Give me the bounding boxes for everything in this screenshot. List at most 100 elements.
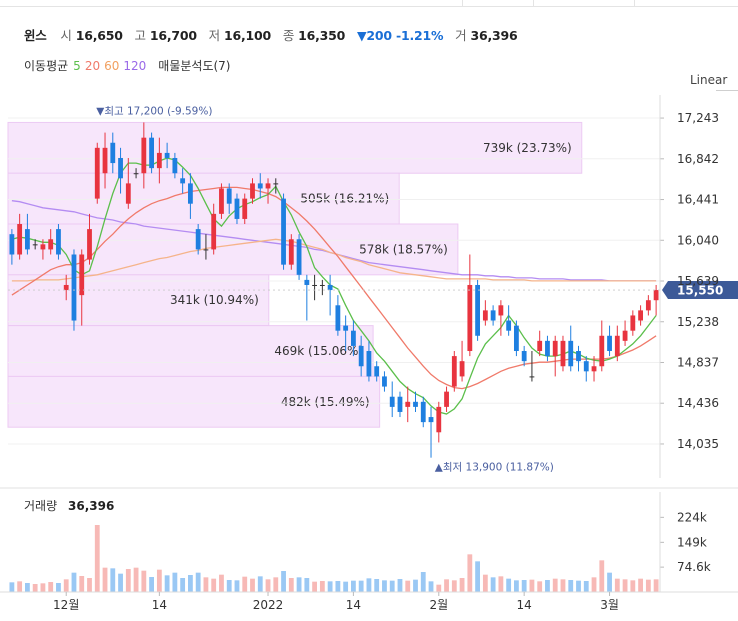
candle-body xyxy=(630,315,636,331)
candle-body xyxy=(304,279,310,285)
volume-bar xyxy=(560,579,566,592)
volume-bar xyxy=(521,580,527,592)
volume-bar xyxy=(273,577,279,592)
candle-body xyxy=(521,351,527,362)
candle xyxy=(498,300,504,336)
volume-bar xyxy=(420,572,426,592)
candle xyxy=(560,335,566,372)
volume-bar xyxy=(599,560,605,592)
candle xyxy=(451,351,457,392)
candle-body xyxy=(79,254,85,296)
price-tick-label: 16,842 xyxy=(677,152,719,166)
volume-profile-toggle[interactable]: 매물분석도(7) xyxy=(158,59,231,73)
volume-bar xyxy=(312,581,318,592)
scale-divider xyxy=(716,90,738,91)
ma20-legend[interactable]: 20 xyxy=(84,59,101,73)
candle-body xyxy=(583,361,589,372)
volume-bar xyxy=(614,578,620,592)
volume-tick-label: 224k xyxy=(677,510,707,524)
scale-mode-toggle[interactable]: Linear xyxy=(690,73,728,87)
candle xyxy=(475,279,481,341)
candle-body xyxy=(17,224,23,255)
candle-body xyxy=(513,325,519,352)
candle xyxy=(545,335,550,362)
ma60-legend[interactable]: 60 xyxy=(104,59,120,73)
candle-body xyxy=(475,284,481,336)
candle-body xyxy=(444,391,449,407)
volume-panel-label: 거래량 xyxy=(24,499,57,513)
candle-body xyxy=(405,401,411,407)
candle-body xyxy=(350,330,356,346)
candle-body xyxy=(156,152,162,169)
volume-bar xyxy=(630,580,636,592)
candle-body xyxy=(149,137,155,169)
candle-body xyxy=(195,229,201,250)
candle-body xyxy=(296,239,302,275)
volume-bar xyxy=(187,575,193,592)
volume-profile-label: 469k (15.06%) xyxy=(274,344,363,358)
candle-body xyxy=(358,345,364,367)
candle-body xyxy=(9,234,15,255)
candle xyxy=(172,152,178,179)
candle xyxy=(48,229,54,255)
volume-bar xyxy=(451,580,457,592)
volume-bar xyxy=(498,576,504,592)
candle-body xyxy=(226,188,232,204)
volume-bar xyxy=(389,580,395,592)
volume-bar xyxy=(281,571,286,592)
candle xyxy=(529,351,535,382)
candle-body xyxy=(312,284,318,286)
volume-bar xyxy=(413,579,418,592)
candle xyxy=(413,391,418,412)
candle-body xyxy=(187,183,193,204)
candle-body xyxy=(366,351,372,377)
volume-bar xyxy=(110,568,116,592)
candle-body xyxy=(335,305,341,331)
volume-profile-label: 578k (18.57%) xyxy=(359,242,448,256)
candle xyxy=(537,330,543,357)
volume-bar xyxy=(48,582,54,592)
time-tick-label: 14 xyxy=(346,598,361,612)
ma120-legend[interactable]: 120 xyxy=(123,59,147,73)
volume-bar xyxy=(335,581,341,592)
volume-bar xyxy=(102,567,108,592)
candle-body xyxy=(374,366,380,377)
volume-panel-value: 36,396 xyxy=(68,499,114,513)
stock-name: 윈스 xyxy=(24,28,47,43)
price-tick-label: 17,243 xyxy=(677,111,719,125)
candle-body xyxy=(560,340,566,367)
volume-bar xyxy=(459,578,465,592)
candle xyxy=(335,295,341,336)
volume-bar xyxy=(172,572,178,592)
volume-bar xyxy=(63,579,69,592)
chart-gridlines xyxy=(8,117,660,445)
candle xyxy=(273,178,279,194)
moving-average-legend[interactable]: 이동평균 5 20 60 120 매물분석도(7) xyxy=(24,57,235,74)
volume-bar xyxy=(319,581,325,592)
candle-body xyxy=(110,142,116,164)
candle xyxy=(482,300,488,326)
price-tick-label: 16,040 xyxy=(677,233,719,247)
volume-profile-label: 482k (15.49%) xyxy=(281,395,370,409)
candle-body xyxy=(498,305,504,316)
candle xyxy=(568,325,574,372)
candle xyxy=(226,183,232,214)
candle xyxy=(296,234,302,280)
candle-body xyxy=(451,356,457,387)
candle-body xyxy=(234,198,240,219)
volume-profile-label: 505k (16.21%) xyxy=(300,192,389,206)
candle xyxy=(638,305,644,326)
candle-body xyxy=(614,335,620,357)
candle xyxy=(436,401,442,443)
candle-body xyxy=(382,376,387,387)
candle xyxy=(622,320,628,346)
candle xyxy=(599,320,605,372)
candle-body xyxy=(172,157,178,174)
volume-bar xyxy=(288,578,294,592)
time-tick-label: 14 xyxy=(152,598,167,612)
candle xyxy=(312,274,318,301)
ma5-legend[interactable]: 5 xyxy=(73,59,81,73)
low-value: 16,100 xyxy=(223,28,272,43)
min-price-annotation: ▲최저 13,900 (11.87%) xyxy=(435,462,554,474)
